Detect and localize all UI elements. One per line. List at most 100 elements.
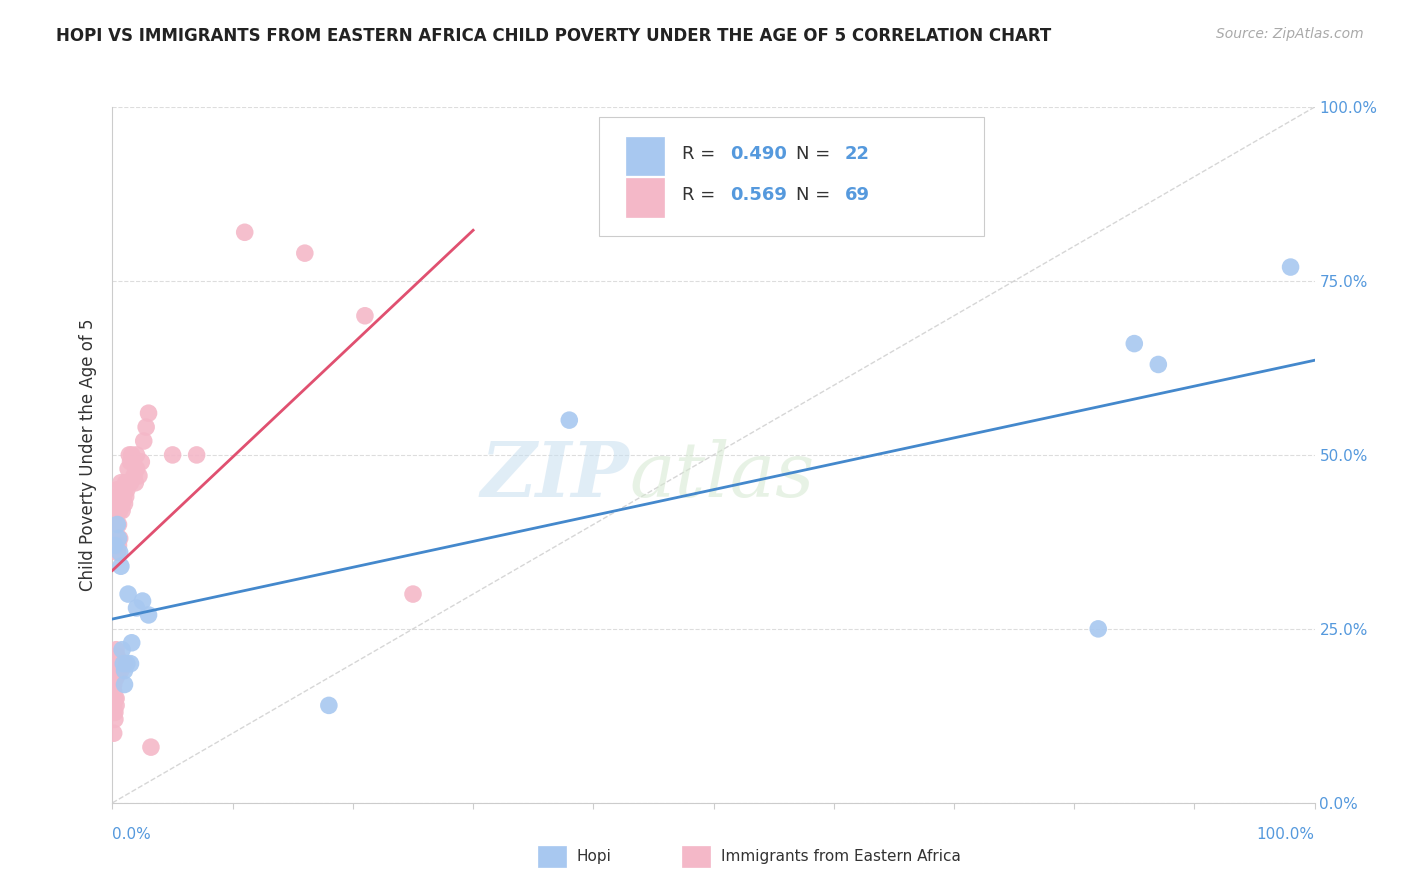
Point [120, 657, 142, 671]
Point [105, 691, 128, 706]
Point [1087, 622, 1109, 636]
Text: Immigrants from Eastern Africa: Immigrants from Eastern Africa [721, 849, 960, 863]
Text: R =: R = [682, 145, 721, 162]
Point [115, 475, 138, 490]
Point [186, 448, 208, 462]
FancyBboxPatch shape [599, 118, 984, 235]
Point [354, 309, 377, 323]
Text: Source: ZipAtlas.com: Source: ZipAtlas.com [1216, 27, 1364, 41]
Point [104, 712, 127, 726]
Text: 22: 22 [845, 145, 869, 162]
Point [105, 657, 128, 671]
Point [125, 448, 148, 462]
Point [111, 503, 134, 517]
Point [105, 671, 128, 685]
Point [162, 448, 184, 462]
Point [114, 677, 136, 691]
Point [110, 490, 132, 504]
Point [105, 517, 128, 532]
Point [121, 448, 143, 462]
Point [318, 698, 340, 713]
Point [104, 664, 127, 678]
Point [108, 503, 131, 517]
Point [114, 490, 136, 504]
Text: 0.0%: 0.0% [112, 827, 152, 841]
Point [107, 538, 129, 552]
Point [114, 657, 136, 671]
Point [104, 706, 127, 720]
Point [558, 413, 581, 427]
Point [112, 657, 135, 671]
Point [103, 698, 125, 713]
Point [139, 740, 162, 755]
Text: 0.569: 0.569 [730, 186, 787, 204]
Point [107, 503, 129, 517]
Text: N =: N = [796, 186, 837, 204]
Point [108, 545, 131, 559]
Point [114, 475, 136, 490]
Y-axis label: Child Poverty Under the Age of 5: Child Poverty Under the Age of 5 [79, 318, 97, 591]
Point [135, 420, 157, 434]
Point [111, 497, 134, 511]
Point [138, 607, 160, 622]
Point [131, 455, 153, 469]
Point [105, 649, 128, 664]
Text: 69: 69 [845, 186, 869, 204]
Text: ZIP: ZIP [481, 439, 630, 513]
Point [105, 698, 128, 713]
Text: R =: R = [682, 186, 721, 204]
Point [1279, 260, 1302, 274]
Point [103, 726, 125, 740]
Point [114, 483, 136, 497]
Point [103, 677, 125, 691]
Point [110, 475, 132, 490]
Point [108, 657, 131, 671]
Bar [626, 136, 664, 175]
Point [103, 706, 125, 720]
Text: N =: N = [796, 145, 837, 162]
Bar [682, 846, 710, 867]
Point [233, 225, 256, 239]
Point [108, 532, 131, 546]
Point [125, 462, 148, 476]
Point [1147, 358, 1170, 372]
Text: 100.0%: 100.0% [1257, 827, 1315, 841]
Point [125, 601, 148, 615]
Point [105, 545, 128, 559]
Point [132, 434, 155, 448]
Point [124, 475, 146, 490]
Point [105, 649, 128, 664]
Point [110, 664, 132, 678]
Bar [537, 846, 565, 867]
Point [138, 406, 160, 420]
Point [117, 587, 139, 601]
Point [115, 657, 138, 671]
Text: Hopi: Hopi [576, 849, 612, 863]
Point [112, 483, 135, 497]
Point [111, 657, 134, 671]
Point [131, 594, 153, 608]
Point [110, 559, 132, 574]
Point [104, 538, 127, 552]
Point [118, 448, 141, 462]
Point [112, 490, 135, 504]
Point [117, 462, 139, 476]
Point [114, 497, 136, 511]
Point [107, 532, 129, 546]
Point [105, 490, 128, 504]
Point [115, 483, 138, 497]
Point [112, 657, 135, 671]
Point [114, 664, 136, 678]
Point [402, 587, 425, 601]
Point [107, 497, 129, 511]
Point [294, 246, 316, 260]
Point [107, 664, 129, 678]
Point [103, 684, 125, 698]
Bar [626, 178, 664, 217]
Point [122, 468, 145, 483]
Point [1123, 336, 1146, 351]
Point [120, 475, 142, 490]
Point [121, 636, 143, 650]
Point [111, 483, 134, 497]
Point [111, 642, 134, 657]
